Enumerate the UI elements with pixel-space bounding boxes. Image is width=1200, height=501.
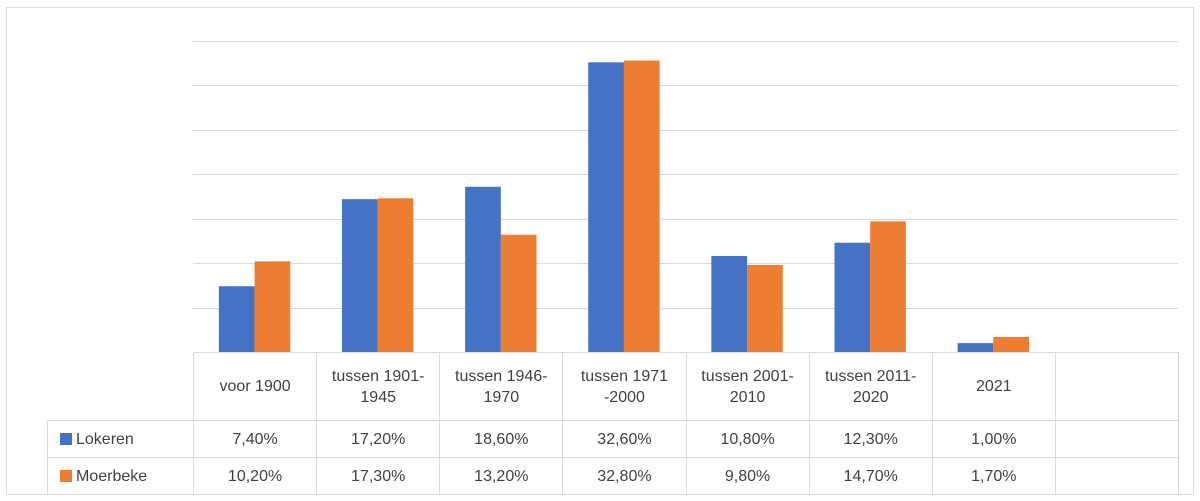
legend-key — [60, 469, 72, 482]
data-table: voor 1900 tussen 1901-1945 tussen 1946-197… — [47, 352, 1180, 495]
data-label: 10,80% — [685, 420, 810, 458]
data-label: 13,20% — [439, 457, 564, 495]
data-label: 7,40% — [192, 420, 318, 458]
bar — [218, 286, 255, 352]
data-label — [1054, 420, 1180, 458]
bar — [254, 261, 291, 352]
data-label: 17,20% — [316, 420, 441, 458]
x-tick-label: voor 1900 — [192, 352, 318, 421]
x-tick-label — [1054, 352, 1180, 421]
bar — [500, 234, 537, 352]
x-tick-label: tussen 1901-1945 — [316, 352, 441, 421]
x-tick-label: tussen 2011-2020 — [808, 352, 933, 421]
data-label: 14,70% — [808, 457, 933, 495]
data-label: 1,70% — [931, 457, 1056, 495]
bar — [747, 264, 783, 352]
x-tick-label: tussen 1946-1970 — [439, 352, 564, 421]
bar — [588, 62, 624, 352]
data-label: 12,30% — [808, 420, 933, 458]
legend-key — [60, 432, 72, 445]
bar — [711, 256, 748, 352]
bar — [993, 336, 1030, 352]
legend-label: Lokeren — [76, 430, 134, 448]
data-label: 1,00% — [931, 420, 1056, 458]
data-label — [1054, 457, 1180, 495]
data-label: 32,80% — [562, 457, 687, 495]
data-label: 17,30% — [316, 457, 441, 495]
bar — [834, 242, 871, 352]
data-label: 9,80% — [685, 457, 810, 495]
data-label: 18,60% — [439, 420, 564, 458]
table-row: Moerbeke 10,20% 17,30% 13,20% 32,80% 9,80% 14,… — [47, 457, 1180, 495]
bar — [957, 343, 994, 352]
table-row: Lokeren 7,40% 17,20% 18,60% 32,60% 10,80% 12,3… — [47, 420, 1180, 458]
x-tick-label: 2021 — [931, 352, 1056, 421]
legend-entry: Moerbeke — [47, 457, 194, 495]
x-tick-label: tussen 1971 -2000 — [562, 352, 687, 421]
bar — [623, 60, 660, 352]
bar — [465, 186, 501, 352]
bar — [377, 198, 414, 352]
legend-label: Moerbeke — [76, 467, 148, 485]
data-label: 32,60% — [562, 420, 687, 458]
data-label: 10,20% — [192, 457, 318, 495]
x-tick-label: tussen 2001-2010 — [685, 352, 810, 421]
table-header-row: voor 1900 tussen 1901-1945 tussen 1946-197… — [47, 352, 1180, 421]
bar — [870, 221, 906, 352]
bar — [341, 199, 378, 352]
legend-entry: Lokeren — [47, 420, 194, 458]
